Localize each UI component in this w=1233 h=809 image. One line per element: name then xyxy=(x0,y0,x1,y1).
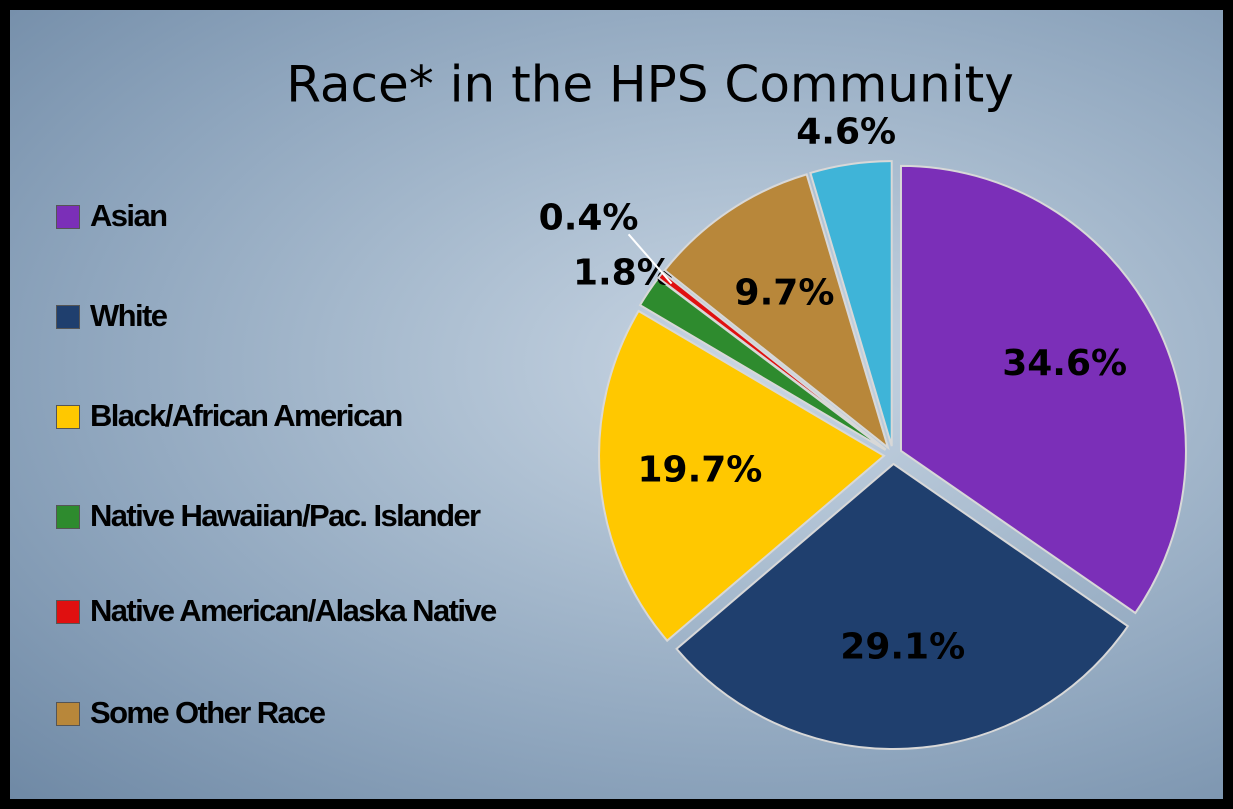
pie-slice xyxy=(675,462,1130,750)
legend-swatch xyxy=(56,205,80,229)
data-label: 29.1% xyxy=(840,627,965,668)
legend-label: Native American/Alaska Native xyxy=(90,593,497,628)
chart-title: Race* in the HPS Community xyxy=(286,56,1014,114)
data-label: 0.4% xyxy=(539,197,639,238)
legend-label: Black/African American xyxy=(90,398,403,433)
legend-item: Some Other Race xyxy=(56,692,510,734)
chart: Race* in the HPS Community 34.6% 29.1% 19.… xyxy=(286,56,1187,750)
pie-slice xyxy=(809,160,893,447)
pie-slice xyxy=(899,164,1187,615)
legend-item: Black/African American xyxy=(56,395,510,437)
legend-item: Asian xyxy=(56,195,510,237)
data-label: 1.8% xyxy=(573,252,673,293)
legend-label: Native Hawaiian/Pac. Islander xyxy=(90,498,481,533)
data-label: 19.7% xyxy=(637,450,762,491)
legend-label: Some Other Race xyxy=(90,695,326,730)
data-label: 34.6% xyxy=(1002,343,1127,384)
data-label: 4.6% xyxy=(796,111,896,152)
pie-slice xyxy=(598,309,886,643)
legend-label: Asian xyxy=(90,198,168,233)
legend-swatch xyxy=(56,600,80,624)
data-label: 9.7% xyxy=(735,272,835,313)
legend-swatch xyxy=(56,702,80,726)
leader-line xyxy=(627,233,673,285)
legend-swatch xyxy=(56,505,80,529)
legend-swatch xyxy=(56,405,80,429)
legend-swatch xyxy=(56,305,80,329)
pie-slice xyxy=(663,173,890,451)
legend-item: Native American/Alaska Native xyxy=(56,590,510,632)
legend-item: Native Hawaiian/Pac. Islander xyxy=(56,495,510,537)
legend-item: White xyxy=(56,295,510,337)
legend-label: White xyxy=(90,298,168,333)
